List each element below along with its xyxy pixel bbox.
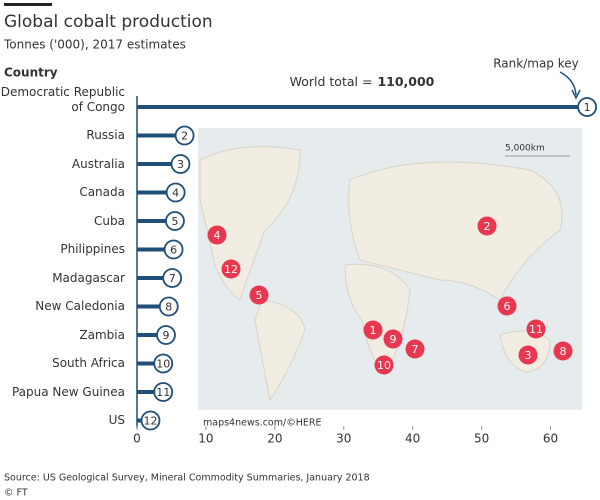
category-label: Democratic Republic of Congo (0, 84, 125, 114)
map-marker (207, 225, 227, 245)
land (254, 299, 306, 402)
category-label: Zambia (79, 327, 125, 342)
map-marker-label: 11 (529, 323, 543, 336)
source: Source: US Geological Survey, Mineral Co… (4, 473, 370, 484)
category-label: Canada (79, 185, 125, 199)
x-tick-label: 60 (543, 432, 558, 446)
category-label: South Africa (52, 356, 125, 370)
rank-label: 12 (143, 415, 157, 428)
copyright: © FT (4, 488, 28, 499)
map-marker-label: 9 (390, 333, 397, 346)
map-marker (497, 296, 517, 316)
map: 5,000km maps4news.com/©HERE (198, 128, 582, 429)
rank-circle (165, 182, 186, 203)
rank-label: 10 (156, 358, 170, 371)
map-marker-label: 3 (525, 349, 532, 362)
map-marker-label: 6 (504, 300, 511, 313)
category-label: Russia (86, 128, 125, 142)
rank-circle (158, 296, 179, 317)
rank-label: 1 (584, 101, 591, 114)
rank-circle (153, 382, 174, 402)
map-credit: maps4news.com/©HERE (203, 418, 321, 429)
rank-circle (174, 125, 195, 146)
rank-label: 5 (171, 215, 178, 228)
x-tick-label: 0 (133, 432, 141, 446)
rank-circle (163, 239, 184, 260)
map-marker-label: 8 (560, 345, 567, 358)
x-tick-label: 10 (198, 432, 213, 446)
rank-circle (577, 97, 598, 117)
key-arrow (559, 71, 577, 96)
rank-label: 3 (177, 158, 184, 171)
map-marker (518, 345, 538, 365)
chart-title: Global cobalt production (4, 12, 213, 32)
map-marker-label: 2 (484, 220, 491, 233)
rank-circle (156, 325, 176, 345)
category-label: US (108, 413, 125, 427)
map-marker (553, 341, 573, 361)
rank-circle (162, 268, 183, 288)
x-tick-label: 30 (336, 432, 351, 446)
chart-subtitle: Tonnes ('000), 2017 estimates (3, 38, 186, 52)
x-tick-label: 50 (474, 432, 489, 446)
top-rule (4, 3, 52, 6)
annotation-value: 110,000 (377, 74, 434, 89)
category-label: Philippines (60, 242, 125, 256)
map-marker (383, 329, 403, 349)
rank-label: 2 (181, 130, 188, 143)
rank-label: 9 (162, 329, 169, 342)
rank-circle (170, 154, 191, 174)
x-tick-label: 40 (405, 432, 420, 446)
map-scale: 5,000km (505, 144, 545, 154)
key-arrow-head (571, 89, 581, 100)
category-label: New Caledonia (35, 299, 125, 313)
map-marker (363, 320, 383, 340)
map-marker-label: 12 (224, 263, 238, 276)
rank-circle (153, 353, 174, 374)
map-marker (477, 216, 497, 236)
rank-circle (165, 211, 185, 231)
map-marker-label: 10 (377, 359, 391, 372)
annotation: World total = 110,000 (290, 74, 435, 89)
map-marker (374, 355, 394, 375)
category-label: Papua New Guinea (11, 384, 125, 399)
map-marker (526, 319, 546, 339)
rank-label: 4 (172, 187, 179, 200)
map-marker-label: 7 (412, 343, 419, 356)
category-label: Cuba (94, 213, 125, 228)
map-marker (221, 259, 241, 279)
map-marker-label: 1 (370, 324, 377, 337)
rank-label: 8 (165, 301, 172, 314)
x-tick-label: 20 (267, 432, 282, 446)
rank-label: 7 (169, 272, 176, 285)
map-marker-label: 4 (214, 229, 221, 242)
rank-circle (140, 410, 161, 431)
category-label: Madagascar (52, 270, 125, 285)
map-marker (405, 339, 425, 359)
rank-label: 6 (170, 244, 177, 257)
rank-label: 11 (156, 386, 170, 399)
category-label: Australia (71, 156, 125, 171)
map-marker (249, 285, 269, 305)
land (348, 161, 563, 301)
rank-header: Rank/map key (493, 57, 579, 71)
annotation-text: World total = (290, 74, 373, 89)
map-marker-label: 5 (256, 289, 263, 302)
category-header: Country (4, 66, 58, 80)
